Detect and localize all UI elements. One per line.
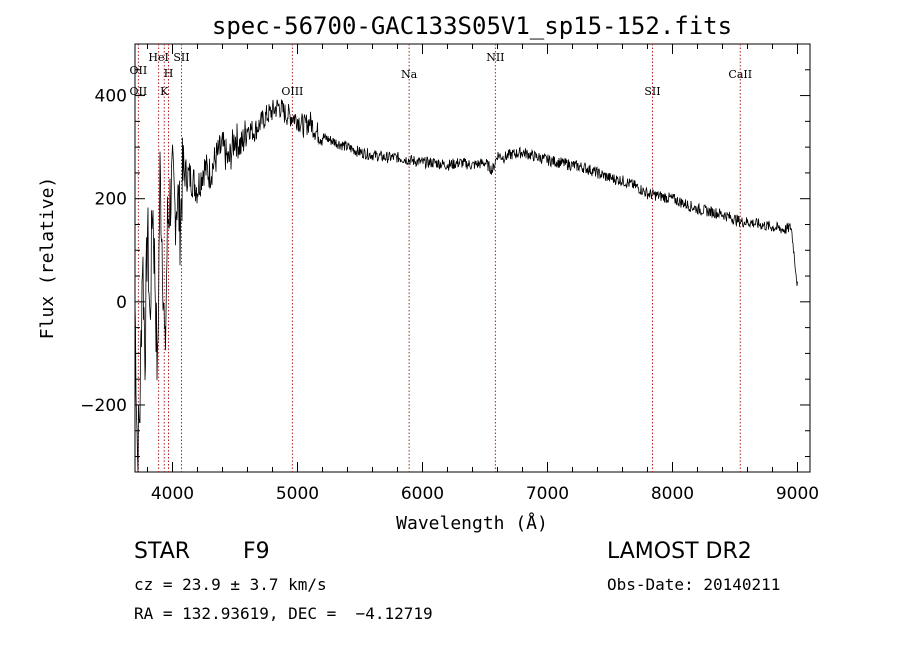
x-tick-label: 6000 <box>401 484 444 504</box>
y-tick-label: −200 <box>80 396 127 416</box>
emission-line-label: OIII <box>281 85 303 98</box>
emission-lines <box>137 44 741 472</box>
plot-frame <box>134 43 811 473</box>
x-tick-label: 9000 <box>776 484 819 504</box>
emission-line-label: Na <box>401 68 418 81</box>
emission-line-label: HeI <box>148 51 168 64</box>
x-tick-label: 7000 <box>526 484 569 504</box>
survey-name: LAMOST DR2 <box>607 539 752 564</box>
x-axis-ticks: 4000 5000 6000 7000 8000 9000 <box>147 44 819 504</box>
y-tick-label: 200 <box>95 190 127 210</box>
y-axis-ticks: −200 0 200 400 <box>80 43 810 458</box>
object-subclass: F9 <box>243 539 270 564</box>
emission-line-label: K <box>160 85 169 98</box>
y-tick-label: 0 <box>116 293 127 313</box>
emission-line-label: H <box>164 67 174 80</box>
y-axis-label: Flux (relative) <box>37 177 58 340</box>
plot-border <box>134 43 811 473</box>
observation-date: Obs-Date: 20140211 <box>607 575 781 594</box>
chart-title: spec-56700-GAC133S05V1_sp15-152.fits <box>212 12 732 40</box>
emission-line-label: CaII <box>728 68 752 81</box>
emission-line-label: NII <box>486 51 504 64</box>
y-tick-label: 400 <box>95 87 127 107</box>
object-class: STAR <box>134 539 191 564</box>
x-axis-label: Wavelength (Å) <box>396 512 548 534</box>
redshift-cz: cz = 23.9 ± 3.7 km/s <box>134 575 327 594</box>
emission-line-label: OII <box>130 85 148 98</box>
emission-line-label: SII <box>644 85 660 98</box>
spectrum-line <box>134 99 798 473</box>
emission-line-label: SII <box>173 51 189 64</box>
x-tick-label: 4000 <box>151 484 194 504</box>
spectrum-series <box>134 99 798 473</box>
x-tick-label: 5000 <box>276 484 319 504</box>
emission-line-label: OII <box>130 64 148 77</box>
x-tick-label: 8000 <box>651 484 694 504</box>
coordinates: RA = 132.93619, DEC = −4.12719 <box>134 604 433 623</box>
